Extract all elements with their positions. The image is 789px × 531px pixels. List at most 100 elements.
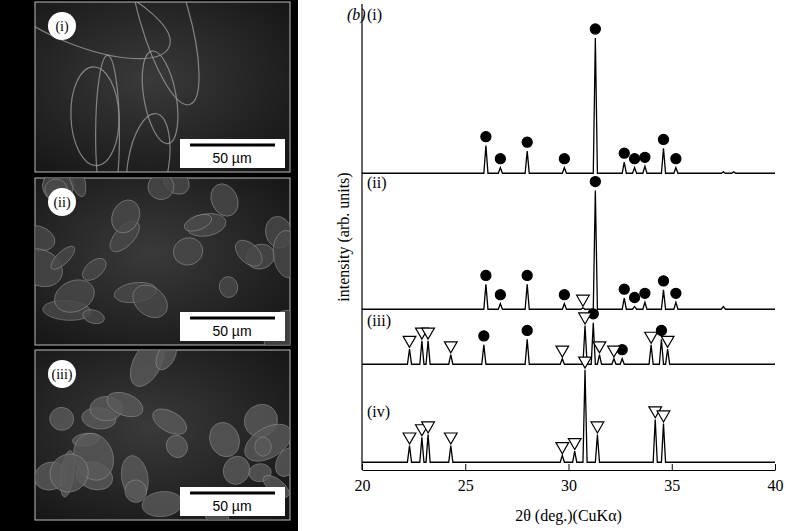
series-label: (iii): [367, 312, 391, 330]
sem-image: [35, 178, 290, 345]
scale-box: [180, 487, 285, 516]
phase-marker-circle: [495, 154, 505, 164]
sem-grain: [122, 478, 149, 505]
label-badge: [48, 360, 76, 388]
x-tick-mark: [569, 464, 570, 470]
phase-marker-triangle: [422, 422, 435, 433]
series-label: (i): [367, 6, 382, 24]
y-axis-line: [361, 4, 362, 470]
panel-label: (iii): [52, 367, 73, 383]
xrd-trace: [362, 191, 775, 310]
sem-grain: [120, 111, 177, 172]
phase-marker-triangle: [608, 346, 621, 357]
x-tick-mark: [465, 464, 466, 470]
phase-marker-triangle: [422, 328, 435, 339]
series-label: (iv): [367, 403, 390, 421]
sem-grain: [152, 350, 181, 373]
sem-grain: [254, 437, 272, 457]
sem-grain: [206, 179, 243, 220]
phase-marker-triangle: [579, 357, 592, 368]
sem-grain: [219, 452, 254, 488]
phase-marker-triangle: [444, 342, 457, 353]
phase-marker-circle: [671, 288, 681, 298]
plot-area: [362, 24, 775, 462]
phase-marker-circle: [671, 154, 681, 164]
sem-grain: [162, 431, 191, 461]
panel-title: (b): [347, 6, 366, 24]
figure: (i)50 µm(ii)50 µm(iii)50 µm2025303540(b)…: [0, 0, 789, 531]
phase-marker-circle: [479, 331, 489, 341]
sem-grain: [35, 2, 182, 78]
sem-grain: [103, 388, 146, 422]
xrd-trace: [362, 323, 775, 364]
sem-grain: [148, 404, 190, 440]
label-badge: [48, 12, 76, 40]
panel-label: (ii): [53, 195, 70, 211]
x-tick-label: 40: [768, 477, 784, 494]
scale-bar: [190, 492, 275, 495]
x-tick: 25: [458, 464, 474, 494]
phase-marker-circle: [656, 325, 666, 335]
scale-label: 50 µm: [212, 150, 251, 166]
phase-marker-circle: [658, 276, 668, 286]
phase-marker-circle: [590, 177, 600, 187]
sem-texture: [35, 350, 290, 520]
phase-marker-circle: [630, 154, 640, 164]
series-labels: (i) (ii) (iii) (iv): [367, 6, 391, 421]
phase-marker-circle: [640, 288, 650, 298]
phase-marker-circle: [590, 24, 600, 34]
x-tick: 30: [561, 464, 577, 494]
x-tick-mark: [775, 464, 776, 470]
phase-marker-circle: [522, 137, 532, 147]
chart-background: [298, 0, 789, 531]
y-axis-title: intensity (arb. units): [335, 172, 353, 301]
phase-marker-triangle: [645, 332, 658, 343]
x-tick: 35: [664, 464, 680, 494]
phase-marker-circle: [619, 148, 629, 158]
sem-image: [35, 350, 290, 520]
x-tick-label: 30: [561, 477, 577, 494]
phase-marker-triangle: [568, 439, 581, 450]
phase-marker-circle: [481, 270, 491, 280]
sem-grain: [271, 443, 290, 481]
sem-image: [35, 2, 290, 172]
series-label: (ii): [367, 174, 387, 192]
phase-marker-circle: [658, 134, 668, 144]
phase-marker-triangle: [661, 336, 674, 347]
sem-grain: [115, 2, 214, 111]
sem-grain: [136, 48, 184, 146]
x-tick-label: 20: [355, 477, 371, 494]
scale-bar: [190, 317, 275, 320]
phase-marker-triangle: [591, 422, 604, 433]
phase-marker-triangle: [593, 342, 606, 353]
x-tick: 40: [768, 464, 784, 494]
sem-texture: [35, 178, 290, 345]
sem-grain: [106, 195, 145, 237]
phase-marker-triangle: [556, 346, 569, 357]
phase-marker-triangle: [579, 313, 592, 324]
xrd-trace: [362, 370, 775, 462]
scale-label: 50 µm: [212, 323, 251, 339]
x-tick-label: 25: [458, 477, 474, 494]
sem-panel: (iii)50 µm: [31, 334, 305, 531]
phase-marker-circle: [481, 132, 491, 142]
phase-marker-triangle: [403, 336, 416, 347]
phase-marker-circle: [619, 284, 629, 294]
phase-marker-circle: [559, 290, 569, 300]
sem-grain: [170, 234, 206, 269]
x-tick-label: 35: [664, 477, 680, 494]
sem-grain: [126, 278, 173, 324]
sem-grain: [81, 308, 106, 326]
phase-marker-circle: [522, 325, 532, 335]
phase-marker-circle: [559, 154, 569, 164]
sem-grain: [96, 55, 120, 172]
sem-grain: [205, 418, 245, 461]
scale-bar: [190, 144, 275, 147]
phase-marker-triangle: [577, 295, 590, 306]
label-badge: [48, 188, 76, 216]
scale-box: [180, 139, 285, 168]
sem-grain: [47, 243, 78, 273]
x-axis: 20 25 30 35 40: [355, 464, 784, 494]
phase-marker-triangle: [403, 433, 416, 444]
sem-grain: [42, 446, 96, 500]
